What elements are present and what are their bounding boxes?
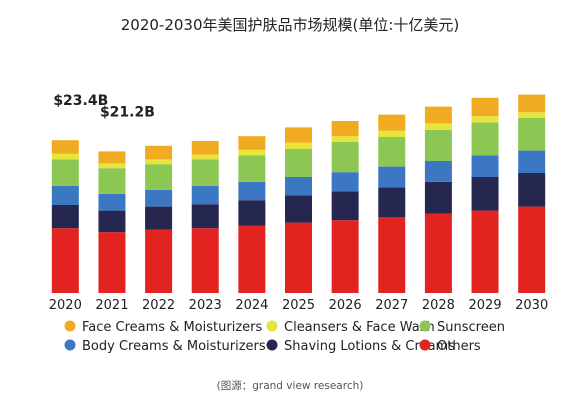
- x-tick-label: 2028: [422, 298, 455, 313]
- bar-segment-shaving-lotions-and-creams-2025: [285, 195, 312, 223]
- bar-segment-cleansers-and-face-wash-2025: [285, 142, 312, 149]
- legend-label-cleansers-and-face-wash: Cleansers & Face Wash: [284, 320, 435, 335]
- bar-segment-cleansers-and-face-wash-2027: [378, 130, 406, 137]
- value-callout-2020: $23.4B: [53, 93, 108, 109]
- bar-segment-sunscreen-2024: [238, 155, 266, 182]
- bar-segment-face-creams-and-moisturizers-2027: [378, 114, 406, 131]
- bar-segment-others-2023: [191, 228, 219, 293]
- bar-segment-face-creams-and-moisturizers-2025: [285, 127, 312, 143]
- bar-segment-others-2029: [471, 210, 499, 293]
- bar-segment-sunscreen-2025: [285, 149, 312, 177]
- bar-segment-others-2024: [238, 225, 266, 293]
- bar-segment-others-2021: [98, 232, 126, 293]
- bar-segment-others-2028: [424, 213, 452, 293]
- bar-segment-body-creams-and-moisturizers-2026: [331, 172, 359, 192]
- bar-segment-face-creams-and-moisturizers-2026: [331, 121, 359, 137]
- bar-segment-shaving-lotions-and-creams-2022: [145, 206, 173, 230]
- legend-marker-others: [419, 339, 431, 351]
- x-tick-label: 2027: [375, 298, 408, 313]
- bar-segment-sunscreen-2022: [145, 164, 173, 190]
- bar-segment-others-2022: [145, 229, 173, 293]
- bar-segment-body-creams-and-moisturizers-2029: [471, 155, 499, 177]
- legend-label-shaving-lotions-and-creams: Shaving Lotions & Creams: [284, 339, 455, 354]
- bar-segment-others-2030: [518, 206, 546, 293]
- bar-segment-body-creams-and-moisturizers-2020: [51, 185, 79, 205]
- value-callouts: $23.4B$21.2B: [53, 93, 155, 120]
- bar-segment-shaving-lotions-and-creams-2030: [518, 173, 546, 207]
- bar-segment-face-creams-and-moisturizers-2024: [238, 136, 266, 150]
- bar-segment-body-creams-and-moisturizers-2028: [424, 161, 452, 182]
- legend-marker-body-creams-and-moisturizers: [64, 339, 76, 351]
- bar-segment-sunscreen-2030: [518, 117, 546, 151]
- bar-segment-sunscreen-2027: [378, 137, 406, 167]
- value-callout-2021: $21.2B: [100, 104, 155, 120]
- x-tick-label: 2029: [469, 298, 502, 313]
- bar-segment-shaving-lotions-and-creams-2029: [471, 177, 499, 211]
- bar-segment-face-creams-and-moisturizers-2028: [424, 106, 452, 124]
- bar-segment-cleansers-and-face-wash-2029: [471, 116, 499, 123]
- bar-segment-sunscreen-2021: [98, 168, 126, 194]
- bar-segment-cleansers-and-face-wash-2020: [51, 153, 79, 160]
- x-tick-label: 2024: [235, 298, 268, 313]
- bar-segment-body-creams-and-moisturizers-2024: [238, 181, 266, 201]
- bar-segment-cleansers-and-face-wash-2023: [191, 154, 219, 160]
- x-tick-label: 2030: [515, 298, 548, 313]
- bar-segment-cleansers-and-face-wash-2028: [424, 123, 452, 130]
- bar-segment-sunscreen-2029: [471, 122, 499, 156]
- bar-segment-others-2020: [51, 228, 79, 293]
- bar-segment-others-2025: [285, 222, 312, 293]
- bar-segment-cleansers-and-face-wash-2021: [98, 163, 126, 169]
- bar-segment-face-creams-and-moisturizers-2022: [145, 145, 173, 160]
- x-tick-label: 2026: [329, 298, 362, 313]
- bar-segment-face-creams-and-moisturizers-2029: [471, 97, 499, 117]
- legend-label-sunscreen: Sunscreen: [437, 320, 505, 335]
- bar-segment-cleansers-and-face-wash-2024: [238, 149, 266, 156]
- x-tick-label: 2023: [189, 298, 222, 313]
- x-tick-labels: 2020 2021 2022 2023 2024 2025 2026 2027 2028 2029…: [49, 298, 548, 313]
- bar-segment-shaving-lotions-and-creams-2026: [331, 191, 359, 221]
- legend-marker-sunscreen: [419, 320, 431, 332]
- bar-segment-shaving-lotions-and-creams-2024: [238, 200, 266, 226]
- bar-segment-sunscreen-2026: [331, 141, 359, 173]
- bars-group: [51, 94, 546, 293]
- bar-segment-sunscreen-2020: [51, 159, 79, 186]
- x-tick-label: 2022: [142, 298, 175, 313]
- bar-segment-shaving-lotions-and-creams-2023: [191, 204, 219, 229]
- bar-segment-face-creams-and-moisturizers-2023: [191, 141, 219, 155]
- bar-segment-shaving-lotions-and-creams-2020: [51, 205, 79, 229]
- bar-segment-body-creams-and-moisturizers-2027: [378, 166, 406, 188]
- chart-title: 2020-2030年美国护肤品市场规模(单位:十亿美元): [121, 16, 460, 34]
- bar-segment-cleansers-and-face-wash-2022: [145, 159, 173, 165]
- bar-segment-others-2026: [331, 220, 359, 293]
- x-tick-label: 2025: [282, 298, 315, 313]
- bar-segment-shaving-lotions-and-creams-2027: [378, 187, 406, 217]
- bar-segment-body-creams-and-moisturizers-2022: [145, 189, 173, 207]
- legend-label-face-creams-and-moisturizers: Face Creams & Moisturizers: [82, 320, 262, 335]
- legend: Face Creams & Moisturizers Cleansers & Fa…: [64, 320, 505, 354]
- bar-segment-shaving-lotions-and-creams-2028: [424, 181, 452, 214]
- bar-segment-others-2027: [378, 217, 406, 293]
- legend-label-body-creams-and-moisturizers: Body Creams & Moisturizers: [82, 339, 266, 354]
- bar-segment-shaving-lotions-and-creams-2021: [98, 210, 126, 233]
- legend-marker-cleansers-and-face-wash: [266, 320, 278, 332]
- bar-segment-body-creams-and-moisturizers-2025: [285, 177, 312, 196]
- bar-segment-face-creams-and-moisturizers-2020: [51, 140, 79, 154]
- legend-label-others: Others: [437, 339, 481, 354]
- bar-segment-body-creams-and-moisturizers-2021: [98, 193, 126, 211]
- legend-marker-shaving-lotions-and-creams: [266, 339, 278, 351]
- legend-marker-face-creams-and-moisturizers: [64, 320, 76, 332]
- bar-segment-cleansers-and-face-wash-2030: [518, 112, 546, 118]
- bar-segment-body-creams-and-moisturizers-2030: [518, 150, 546, 173]
- bar-segment-body-creams-and-moisturizers-2023: [191, 185, 219, 205]
- x-tick-label: 2021: [95, 298, 128, 313]
- bar-segment-sunscreen-2023: [191, 159, 219, 186]
- bar-segment-face-creams-and-moisturizers-2021: [98, 151, 126, 164]
- bar-segment-sunscreen-2028: [424, 129, 452, 161]
- bar-segment-cleansers-and-face-wash-2026: [331, 136, 359, 142]
- x-tick-label: 2020: [49, 298, 82, 313]
- source-note: (图源：grand view research): [217, 379, 364, 392]
- bar-segment-face-creams-and-moisturizers-2030: [518, 94, 546, 113]
